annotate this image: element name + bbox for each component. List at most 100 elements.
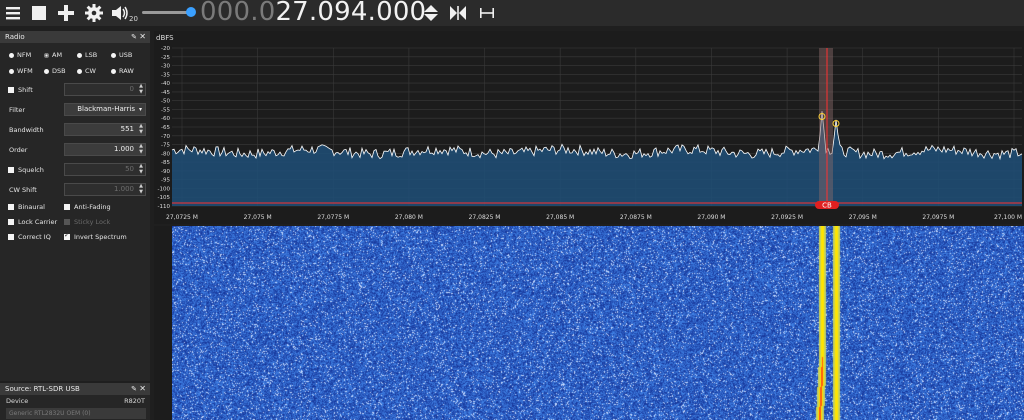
radio-dot[interactable] (77, 53, 82, 58)
close-icon[interactable]: ✕ (139, 31, 146, 43)
checkbox-box[interactable] (8, 167, 14, 173)
mode-lsb[interactable]: LSB (77, 51, 97, 59)
cw-shift-input[interactable]: 1.000 ▲ ▼ (64, 183, 146, 196)
mode-raw[interactable]: RAW (111, 67, 134, 75)
frequency-display[interactable]: 000.027.094.000 (200, 0, 426, 27)
volume-icon[interactable] (110, 3, 130, 23)
close-icon[interactable]: ✕ (139, 383, 146, 395)
correct-iq-label: Correct IQ (18, 233, 51, 241)
checkbox-box[interactable] (64, 204, 70, 210)
mode-label: USB (119, 51, 132, 59)
x-tick-label: 27,095 M (849, 214, 877, 221)
spin-arrows-icon[interactable]: ▲ ▼ (139, 144, 143, 155)
checkbox-box-checked[interactable] (64, 234, 70, 240)
correct-iq-checkbox[interactable]: Correct IQ (8, 233, 51, 241)
mode-label: DSB (52, 67, 66, 75)
x-tick-label: 27,0725 M (166, 214, 198, 221)
y-tick-label: -85 (161, 160, 170, 166)
mode-label: CW (85, 67, 96, 75)
chevron-down-icon[interactable]: ▾ (139, 104, 142, 115)
y-tick-label: -30 (161, 64, 170, 70)
y-tick-label: -55 (161, 107, 170, 113)
order-label: Order (9, 146, 27, 154)
y-tick-label: -100 (158, 186, 171, 192)
mode-dsb[interactable]: DSB (44, 67, 66, 75)
squelch-input[interactable]: 50 ▲ ▼ (64, 163, 146, 176)
spin-arrows-icon[interactable]: ▲ ▼ (139, 124, 143, 135)
x-tick-label: 27,085 M (546, 214, 574, 221)
invert-spectrum-label: Invert Spectrum (74, 233, 127, 241)
mode-label: LSB (85, 51, 97, 59)
y-tick-label: -45 (161, 90, 170, 96)
checkbox-box[interactable] (8, 219, 14, 225)
mode-wfm[interactable]: WFM (9, 67, 33, 75)
radio-dot[interactable] (9, 53, 14, 58)
stop-icon[interactable] (29, 3, 49, 23)
shift-label: Shift (18, 86, 33, 94)
checkbox-box[interactable] (8, 234, 14, 240)
spin-arrows-icon[interactable]: ▲ ▼ (139, 184, 143, 195)
mode-label: WFM (17, 67, 33, 75)
waterfall-display[interactable] (154, 226, 1024, 420)
y-tick-label: -70 (161, 134, 170, 140)
y-tick-label: -110 (158, 204, 171, 210)
checkbox-box[interactable] (8, 204, 14, 210)
anti-fading-checkbox[interactable]: Anti-Fading (64, 203, 111, 211)
device-select[interactable]: Generic RTL2832U OEM (0) (6, 408, 146, 419)
radio-dot[interactable] (9, 69, 14, 74)
spectrum-plot[interactable]: dBFS -20 -25 -30 -35 -40 -45 -50 -55 -60 -65 -70 -7… (154, 31, 1024, 224)
span-icon[interactable] (477, 3, 497, 23)
spin-arrows-icon[interactable]: ▲ ▼ (139, 84, 143, 95)
gear-icon[interactable] (84, 3, 104, 23)
radio-dot[interactable] (111, 53, 116, 58)
y-tick-label: -35 (161, 72, 170, 78)
shift-checkbox[interactable]: Shift (8, 86, 33, 94)
pin-icon[interactable]: ✎ (131, 31, 137, 43)
order-value: 1.000 (114, 145, 134, 153)
waterfall-canvas[interactable] (172, 226, 1024, 420)
bandwidth-value: 551 (121, 125, 134, 133)
mode-am[interactable]: AM (44, 51, 62, 59)
order-input[interactable]: 1.000 ▲ ▼ (64, 143, 146, 156)
device-row: Device R820T (0, 395, 150, 407)
mode-cw[interactable]: CW (77, 67, 96, 75)
pin-icon[interactable]: ✎ (131, 383, 137, 395)
radio-dot[interactable] (111, 69, 116, 74)
spectrum-display[interactable]: dBFS -20 -25 -30 -35 -40 -45 -50 -55 -60 -65 -70 -7… (154, 31, 1024, 224)
mode-nfm[interactable]: NFM (9, 51, 31, 59)
radio-dot[interactable] (77, 69, 82, 74)
filter-select[interactable]: Blackman-Harris ▾ (64, 103, 146, 116)
gain-slider-handle[interactable] (186, 7, 196, 17)
device-label: Device (6, 395, 28, 407)
spin-arrows-icon[interactable]: ▲ ▼ (139, 164, 143, 175)
x-tick-label: 27,0775 M (317, 214, 349, 221)
frequency-digits[interactable]: 27.094.000 (275, 0, 426, 27)
x-tick-label: 27,100 M (994, 214, 1022, 221)
checkbox-box[interactable] (64, 219, 70, 225)
radio-dot[interactable] (44, 69, 49, 74)
source-panel-header: Source: RTL-SDR USB ✎ ✕ (0, 383, 150, 395)
frequency-leading-digits[interactable]: 000.0 (200, 0, 275, 27)
add-icon[interactable] (56, 3, 76, 23)
binaural-checkbox[interactable]: Binaural (8, 203, 45, 211)
band-label-tag[interactable]: CB (815, 201, 839, 210)
radio-dot-selected[interactable] (44, 53, 49, 58)
y-tick-label: -75 (161, 143, 170, 149)
vfo-filter-band[interactable] (819, 48, 833, 206)
sticky-lock-label: Sticky Lock (74, 218, 110, 226)
mode-label: NFM (17, 51, 31, 59)
bandwidth-input[interactable]: 551 ▲ ▼ (64, 123, 146, 136)
checkbox-box[interactable] (8, 87, 14, 93)
lock-carrier-checkbox[interactable]: Lock Carrier (8, 218, 57, 226)
invert-spectrum-checkbox[interactable]: Invert Spectrum (64, 233, 127, 241)
squelch-checkbox[interactable]: Squelch (8, 166, 44, 174)
up-down-icon[interactable] (421, 3, 441, 23)
sticky-lock-checkbox[interactable]: Sticky Lock (64, 218, 110, 226)
shift-value: 0 (130, 85, 134, 93)
menu-icon[interactable] (3, 3, 23, 23)
radio-panel-header: Radio ✎ ✕ (0, 31, 150, 43)
center-icon[interactable] (448, 3, 468, 23)
mode-usb[interactable]: USB (111, 51, 132, 59)
shift-input[interactable]: 0 ▲ ▼ (64, 83, 146, 96)
x-tick-label: 27,0975 M (922, 214, 954, 221)
